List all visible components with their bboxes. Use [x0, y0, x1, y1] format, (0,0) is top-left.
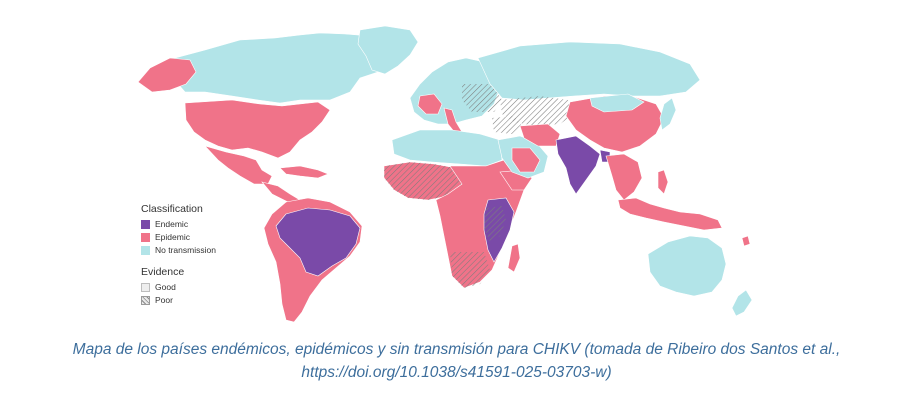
india-region [555, 135, 601, 195]
legend-label-epidemic: Epidemic [155, 232, 190, 242]
world-map-svg [137, 25, 753, 323]
classification-legend-title: Classification [141, 203, 203, 215]
alaska-region [137, 57, 197, 93]
arabia-epidemic [511, 147, 541, 173]
australia-region [647, 235, 727, 297]
legend-item-poor: Poor [141, 294, 216, 306]
legend-swatch-good [141, 282, 150, 292]
legend-swatch-endemic [141, 219, 150, 229]
iran-region [519, 123, 561, 147]
madagascar-region [507, 243, 521, 273]
legend-label-endemic: Endemic [155, 219, 189, 229]
legend-swatch-no-transmission [141, 245, 150, 255]
middle-east-hatch [492, 116, 522, 134]
legend-label-no-transmission: No transmission [155, 245, 216, 255]
legend-item-endemic: Endemic [141, 218, 216, 230]
greenland-region [357, 25, 419, 75]
southeast-asia-region [605, 153, 643, 201]
figure-caption: Mapa de los países endémicos, epidémicos… [0, 338, 913, 384]
legend-item-good: Good [141, 281, 216, 293]
mexico-region [204, 145, 273, 185]
philippines-region [657, 169, 669, 195]
france-region [417, 93, 443, 115]
evidence-legend-title: Evidence [141, 266, 185, 278]
indonesia-region [617, 197, 723, 231]
chikv-world-map [137, 25, 753, 323]
russia-region [477, 41, 701, 101]
legend-swatch-poor [141, 295, 150, 305]
new-zealand-region [731, 289, 753, 317]
central-asia-region [500, 96, 574, 126]
west-africa-hatch [384, 162, 462, 200]
brazil-region [275, 207, 361, 277]
caption-line-1: Mapa de los países endémicos, epidémicos… [72, 341, 841, 358]
legend-item-no-transmission: No transmission [141, 244, 216, 256]
caption-line-2: https://doi.org/10.1038/s41591-025-03703… [301, 364, 612, 381]
north-africa-region [391, 129, 503, 167]
southern-africa-hatch [450, 252, 490, 288]
usa-region [184, 99, 331, 159]
pacific-islands-region [741, 235, 751, 247]
legend-item-epidemic: Epidemic [141, 231, 216, 243]
mongolia-region [589, 93, 645, 113]
japan-region [659, 97, 677, 131]
legend-label-good: Good [155, 282, 176, 292]
map-legend: Classification Endemic Epidemic No trans… [141, 203, 216, 307]
legend-swatch-epidemic [141, 232, 150, 242]
legend-label-poor: Poor [155, 295, 173, 305]
east-africa-hatch [484, 206, 506, 242]
eastern-europe-region [462, 84, 502, 112]
caribbean-region [279, 165, 329, 179]
